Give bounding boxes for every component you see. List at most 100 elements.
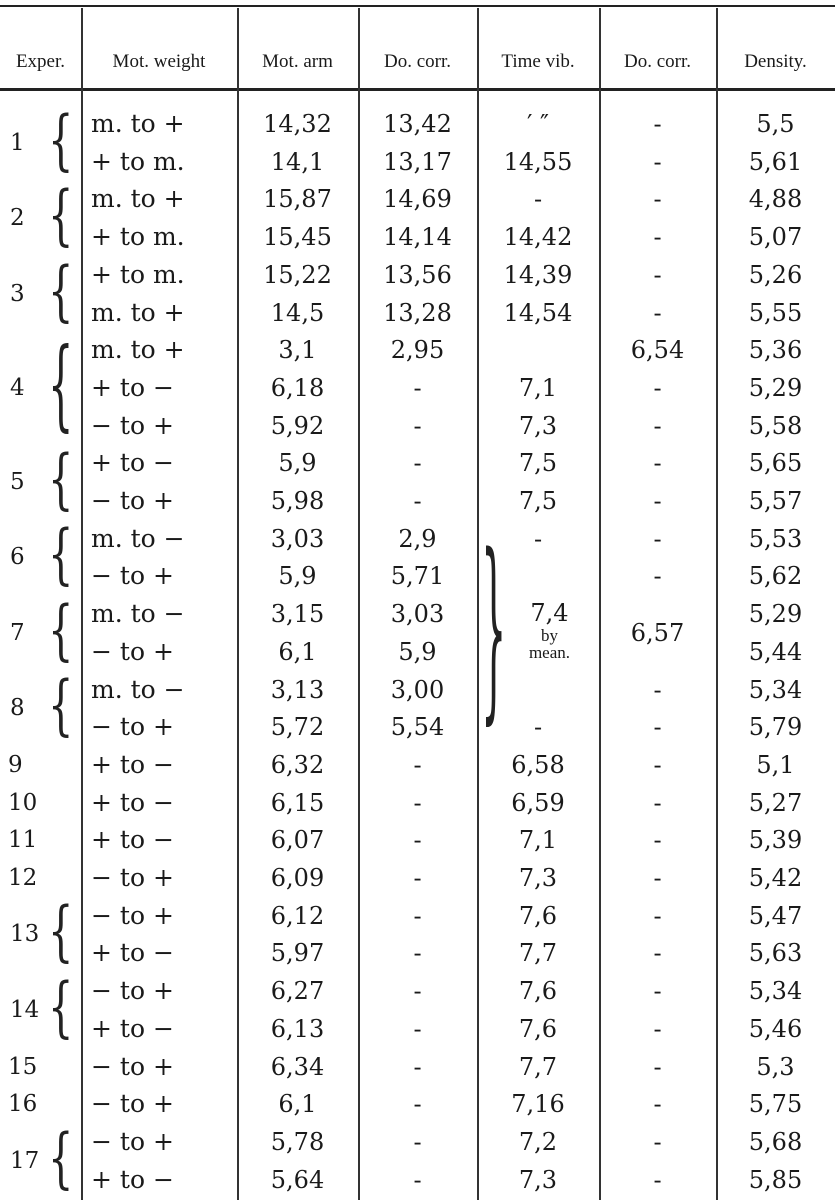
corr-cell: 14,14 [383,223,452,252]
time-cell: 14,54 [503,298,573,327]
time-cell: 7,1 [518,373,558,402]
group-brace-icon: { [48,668,74,744]
arm-cell: 6,1 [278,1090,317,1119]
weight-cell: + to − [91,787,174,817]
density-cell: 4,88 [748,185,803,214]
arm-cell: 6,12 [270,901,325,930]
column-header: Mot. arm [262,51,333,72]
arm-cell: 14,32 [263,110,332,138]
corr-cell: - [413,487,422,515]
arm-cell: 6,13 [270,1014,325,1043]
arm-cell: 5,64 [270,1165,325,1194]
experiment-number: 7 [10,619,25,646]
weight-cell: − to + [91,1051,174,1081]
weight-cell: m. to + [91,297,185,327]
experiment-number: 8 [10,695,25,722]
group-brace-icon: { [48,517,74,594]
arm-cell: 3,13 [270,675,325,704]
weight-cell: − to + [91,863,174,892]
time-cell: 7,7 [518,1052,558,1081]
time-vib-mean: 7,4 by mean. [500,599,599,661]
corr2-cell: - [653,411,662,440]
column-header: Density. [744,51,807,72]
corr2-cell: - [653,864,662,892]
corr-cell: - [413,449,422,478]
column-header: Time vib. [501,51,575,72]
corr-cell: - [413,1127,422,1156]
time-cell: 7,16 [511,1090,565,1119]
column-divider [237,8,239,1200]
corr2-cell: 6,54 [630,336,685,365]
corr-cell: - [413,750,422,779]
arm-cell: 3,15 [270,600,325,629]
time-cell: 7,6 [518,977,558,1006]
corr-cell: 13,17 [383,147,452,176]
group-brace-icon: { [48,442,74,518]
time-cell: 7,3 [518,864,558,892]
density-cell: 5,42 [748,864,803,892]
arm-cell: 6,32 [270,750,325,779]
density-cell: 5,34 [748,675,803,704]
top-rule [0,5,835,7]
arm-cell: 6,18 [270,373,325,402]
experiment-number: 10 [8,789,38,816]
column-divider [599,8,601,1200]
density-cell: 5,47 [748,901,803,930]
experiment-number: 11 [8,827,38,854]
arm-cell: 6,07 [270,826,325,855]
group-brace-icon: { [48,593,74,669]
time-cell: 7,3 [518,411,558,440]
corr2-cell: - [653,901,662,930]
weight-cell: m. to − [91,523,185,553]
arm-cell: 5,98 [270,487,325,515]
corr-cell: - [413,939,422,968]
time-cell: - [533,524,543,553]
column-header: Do. corr. [383,51,451,72]
corr-cell: 5,54 [390,713,445,742]
corr2-cell: - [653,1165,662,1194]
density-cell: 5,29 [748,373,803,402]
time-cell: 7,6 [518,1014,558,1043]
density-cell: 5,79 [748,713,803,742]
corr-cell: 13,56 [383,260,452,289]
time-cell: 7,2 [518,1127,558,1156]
weight-cell: − to + [91,712,174,742]
corr2-cell: - [653,260,662,289]
corr-cell: 5,71 [390,562,445,591]
corr2-cell: - [653,373,662,402]
corr-cell: - [413,826,422,855]
corr2-cell: - [653,1052,662,1081]
time-cell: 7,7 [518,939,558,968]
mean-value: 7,4 [530,599,569,628]
density-cell: 5,85 [748,1165,803,1194]
density-cell: 5,5 [756,110,795,138]
experiment-number: 16 [8,1091,38,1118]
corr2-cell: - [653,110,662,138]
arm-cell: 14,1 [270,147,325,176]
corr2-cell: - [653,1127,662,1156]
weight-cell: m. to − [91,599,185,629]
corr2-cell: - [653,1014,662,1043]
arm-cell: 3,1 [278,336,317,365]
corr-cell: - [413,1090,422,1119]
corr-cell: 2,9 [398,524,437,553]
experiment-number: 4 [10,374,25,401]
corr2-cell: - [653,1090,662,1119]
corr2-cell: - [653,524,662,553]
experiment-number: 13 [10,921,40,948]
header-rule [0,88,835,91]
experiment-number: 1 [10,129,25,156]
column-divider [477,8,479,1200]
corr2-cell: - [653,788,662,817]
group-brace-icon: { [48,894,74,971]
density-cell: 5,36 [748,336,803,365]
column-divider [716,8,718,1200]
corr-cell: - [413,788,422,817]
density-cell: 5,3 [756,1052,795,1081]
group-brace-icon: { [48,253,74,330]
corr-cell: - [413,1165,422,1194]
arm-cell: 5,92 [270,411,325,440]
weight-cell: m. to + [91,184,185,214]
corr2-cell: - [653,298,662,327]
weight-cell: + to − [91,938,174,968]
